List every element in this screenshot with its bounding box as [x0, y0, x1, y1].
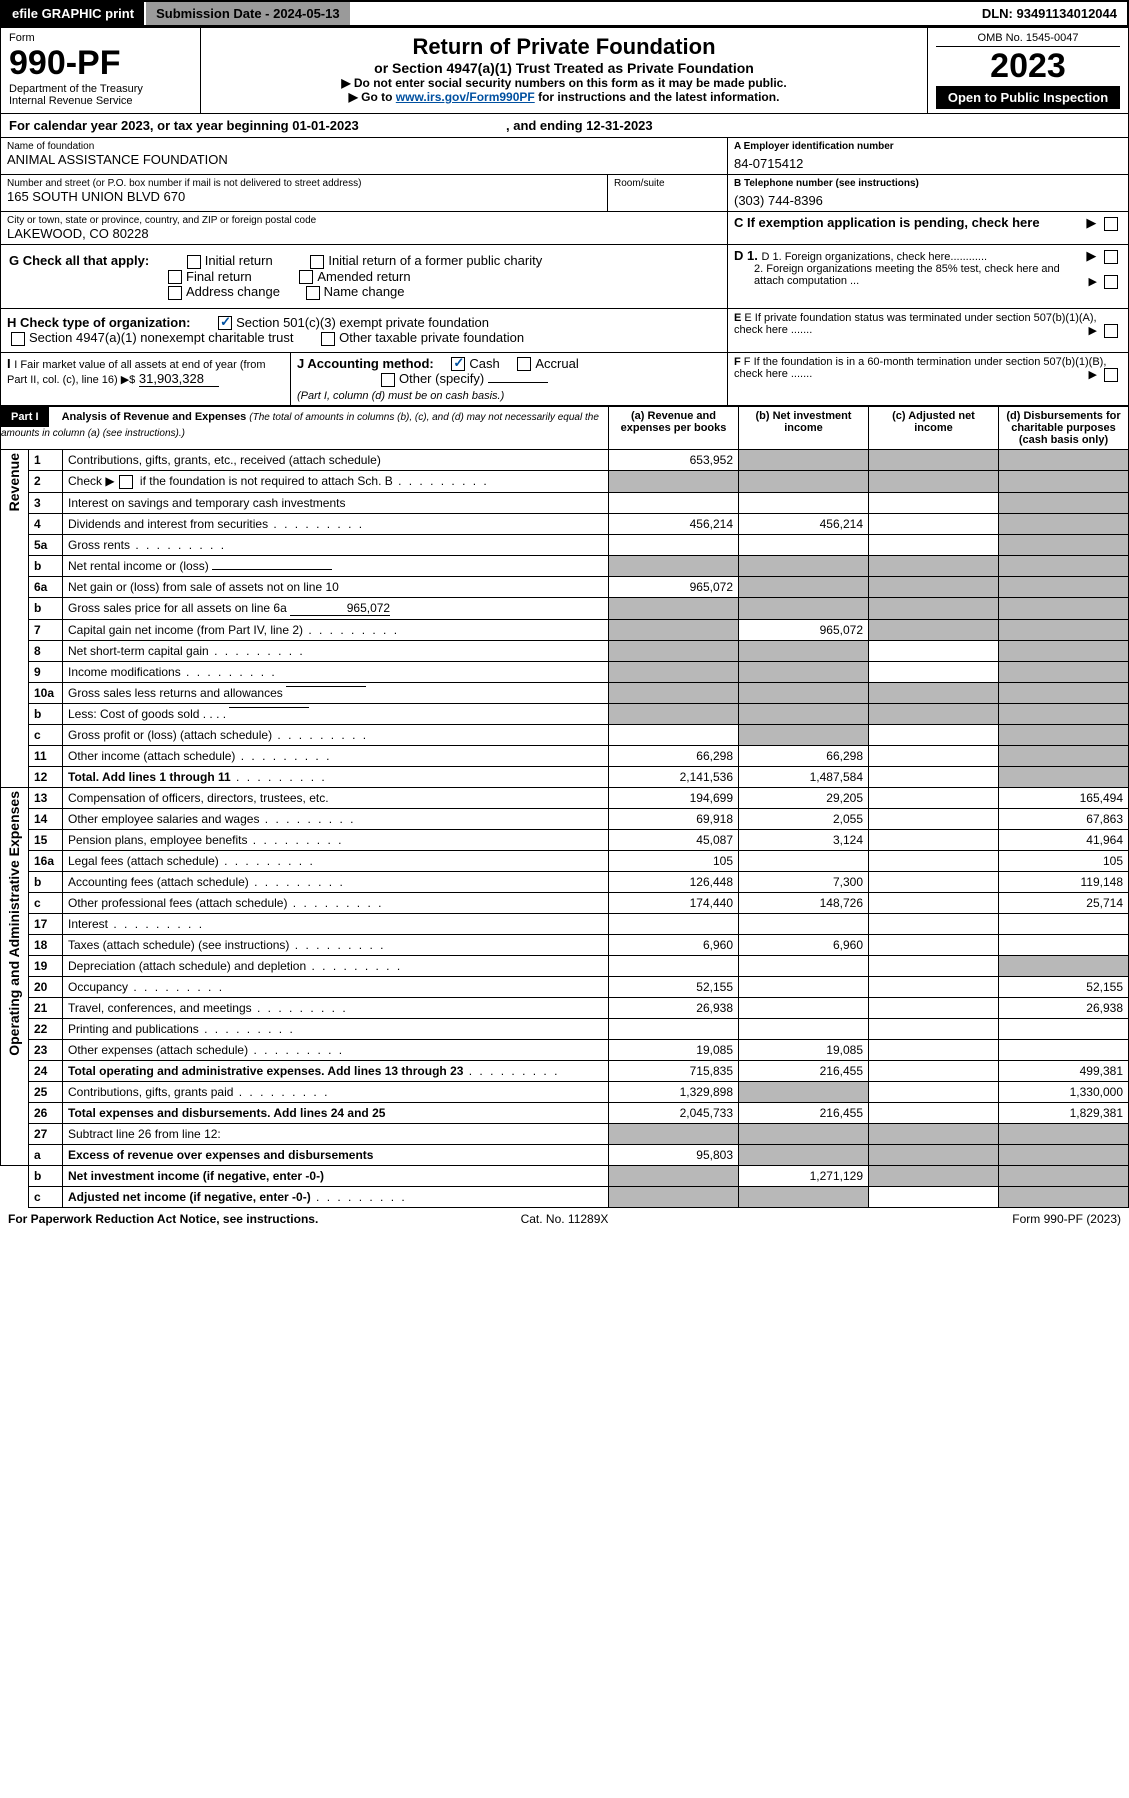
- col-c-header: (c) Adjusted net income: [869, 406, 999, 449]
- dept-irs: Internal Revenue Service: [9, 95, 192, 107]
- efile-print-button[interactable]: efile GRAPHIC print: [2, 2, 146, 25]
- form-title: Return of Private Foundation: [213, 34, 915, 60]
- d1-label: D 1. D 1. Foreign organizations, check h…: [734, 248, 1122, 263]
- phone-value: (303) 744-8396: [734, 189, 1122, 208]
- calendar-year: For calendar year 2023, or tax year begi…: [0, 114, 1129, 138]
- d2-label: 2. Foreign organizations meeting the 85%…: [734, 263, 1122, 287]
- f-checkbox[interactable]: [1104, 368, 1118, 382]
- address-change-checkbox[interactable]: [168, 286, 182, 300]
- tax-year: 2023: [936, 47, 1120, 86]
- initial-return-checkbox[interactable]: [187, 255, 201, 269]
- paperwork-notice: For Paperwork Reduction Act Notice, see …: [8, 1212, 379, 1226]
- f-label: F F If the foundation is in a 60-month t…: [734, 356, 1122, 380]
- part1-label: Part I: [1, 407, 49, 427]
- form-ref: Form 990-PF (2023): [750, 1212, 1121, 1226]
- fmv-value: 31,903,328: [139, 371, 219, 387]
- foundation-name: ANIMAL ASSISTANCE FOUNDATION: [7, 152, 721, 167]
- omb-number: OMB No. 1545-0047: [936, 32, 1120, 47]
- cat-no: Cat. No. 11289X: [379, 1212, 750, 1226]
- j-label: J Accounting method:: [297, 356, 434, 371]
- col-d-header: (d) Disbursements for charitable purpose…: [999, 406, 1129, 449]
- final-return-checkbox[interactable]: [168, 270, 182, 284]
- revenue-side-label: Revenue: [6, 453, 22, 511]
- 501c3-checkbox[interactable]: [218, 316, 232, 330]
- ein-value: 84-0715412: [734, 152, 1122, 171]
- form-label: Form: [9, 32, 192, 44]
- col-b-header: (b) Net investment income: [739, 406, 869, 449]
- c-label: C If exemption application is pending, c…: [734, 215, 1040, 230]
- city-value: LAKEWOOD, CO 80228: [7, 226, 721, 241]
- other-taxable-checkbox[interactable]: [321, 332, 335, 346]
- h-label: H Check type of organization:: [7, 315, 190, 330]
- form-subtitle: or Section 4947(a)(1) Trust Treated as P…: [213, 60, 915, 76]
- expenses-side-label: Operating and Administrative Expenses: [6, 791, 22, 1056]
- amended-return-checkbox[interactable]: [299, 270, 313, 284]
- j-note: (Part I, column (d) must be on cash basi…: [297, 390, 504, 402]
- open-to-public: Open to Public Inspection: [936, 86, 1120, 109]
- city-label: City or town, state or province, country…: [7, 215, 721, 226]
- addr-label: Number and street (or P.O. box number if…: [7, 178, 601, 189]
- form-number: 990-PF: [9, 44, 192, 83]
- initial-former-checkbox[interactable]: [310, 255, 324, 269]
- footer: For Paperwork Reduction Act Notice, see …: [0, 1208, 1129, 1230]
- 4947-checkbox[interactable]: [11, 332, 25, 346]
- d2-checkbox[interactable]: [1104, 275, 1118, 289]
- g-label: G Check all that apply:: [9, 253, 149, 268]
- name-label: Name of foundation: [7, 141, 721, 152]
- instr-ssn: ▶ Do not enter social security numbers o…: [213, 76, 915, 90]
- dln: DLN: 93491134012044: [972, 2, 1127, 25]
- part1-table: Part I Analysis of Revenue and Expenses …: [0, 406, 1129, 1208]
- col-a-header: (a) Revenue and expenses per books: [609, 406, 739, 449]
- instr-goto: ▶ Go to www.irs.gov/Form990PF for instru…: [213, 90, 915, 104]
- d1-checkbox[interactable]: [1104, 250, 1118, 264]
- schb-checkbox[interactable]: [119, 475, 133, 489]
- form990pf-link[interactable]: www.irs.gov/Form990PF: [396, 90, 535, 104]
- addr-value: 165 SOUTH UNION BLVD 670: [7, 189, 601, 204]
- submission-date: Submission Date - 2024-05-13: [146, 2, 350, 25]
- dept-treasury: Department of the Treasury: [9, 83, 192, 95]
- accrual-checkbox[interactable]: [517, 357, 531, 371]
- ein-label: A Employer identification number: [734, 141, 1122, 152]
- room-label: Room/suite: [614, 178, 721, 189]
- phone-label: B Telephone number (see instructions): [734, 178, 1122, 189]
- i-label: I Fair market value of all assets at end…: [7, 359, 266, 386]
- other-method-checkbox[interactable]: [381, 373, 395, 387]
- name-change-checkbox[interactable]: [306, 286, 320, 300]
- e-checkbox[interactable]: [1104, 324, 1118, 338]
- c-checkbox[interactable]: [1104, 217, 1118, 231]
- form-header: Form 990-PF Department of the Treasury I…: [0, 27, 1129, 114]
- e-label: E E If private foundation status was ter…: [734, 312, 1122, 336]
- topbar: efile GRAPHIC print Submission Date - 20…: [0, 0, 1129, 27]
- cash-checkbox[interactable]: [451, 357, 465, 371]
